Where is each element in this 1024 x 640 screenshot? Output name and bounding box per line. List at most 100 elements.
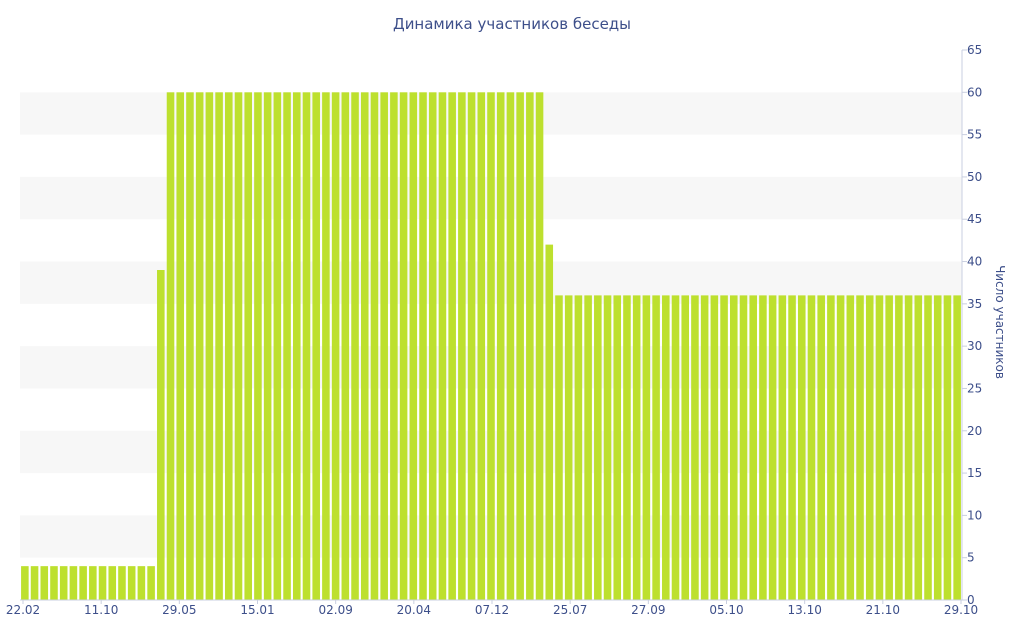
bar-17[interactable] (186, 92, 194, 600)
bar-87[interactable] (865, 295, 874, 600)
bar-95[interactable] (943, 295, 952, 600)
bar-36[interactable] (370, 92, 379, 600)
bar-42[interactable] (428, 92, 437, 600)
bar-15[interactable] (166, 92, 175, 600)
bar-94[interactable] (933, 295, 942, 600)
bar-29[interactable] (302, 92, 311, 600)
bar-4[interactable] (59, 566, 68, 600)
bar-96[interactable] (953, 295, 961, 600)
bar-89[interactable] (885, 295, 893, 600)
bar-45[interactable] (458, 92, 466, 600)
bar-54[interactable] (545, 244, 554, 600)
bar-38[interactable] (390, 92, 398, 600)
bar-40[interactable] (409, 92, 418, 600)
bar-13[interactable] (147, 566, 155, 600)
bar-6[interactable] (79, 566, 87, 600)
bar-90[interactable] (895, 295, 903, 600)
bar-86[interactable] (856, 295, 864, 600)
bar-52[interactable] (526, 92, 534, 600)
bar-30[interactable] (312, 92, 320, 600)
bar-3[interactable] (50, 566, 58, 600)
bar-53[interactable] (535, 92, 544, 600)
bar-14[interactable] (157, 270, 165, 600)
bar-66[interactable] (662, 295, 670, 600)
bar-19[interactable] (205, 92, 214, 600)
bar-5[interactable] (69, 566, 78, 600)
bar-32[interactable] (331, 92, 340, 600)
bar-76[interactable] (759, 295, 767, 600)
bar-27[interactable] (283, 92, 291, 600)
bar-81[interactable] (807, 295, 816, 600)
bar-31[interactable] (322, 92, 330, 600)
bar-23[interactable] (244, 92, 252, 600)
bar-59[interactable] (594, 295, 602, 600)
bar-70[interactable] (700, 295, 709, 600)
bar-72[interactable] (720, 295, 728, 600)
bar-35[interactable] (360, 92, 369, 600)
bar-69[interactable] (691, 295, 699, 600)
bar-10[interactable] (118, 566, 126, 600)
bar-7[interactable] (89, 566, 97, 600)
bar-28[interactable] (292, 92, 301, 600)
bar-82[interactable] (817, 295, 825, 600)
bar-84[interactable] (836, 295, 845, 600)
bar-61[interactable] (613, 295, 622, 600)
bar-43[interactable] (438, 92, 447, 600)
bar-24[interactable] (254, 92, 262, 600)
bar-44[interactable] (448, 92, 456, 600)
bar-41[interactable] (419, 92, 427, 600)
bar-18[interactable] (195, 92, 204, 600)
bar-92[interactable] (914, 295, 923, 600)
bar-9[interactable] (108, 566, 117, 600)
bar-71[interactable] (710, 295, 719, 600)
bar-21[interactable] (225, 92, 233, 600)
bar-49[interactable] (496, 92, 505, 600)
bar-33[interactable] (341, 92, 350, 600)
bar-50[interactable] (506, 92, 515, 600)
bar-79[interactable] (788, 295, 796, 600)
bar-57[interactable] (574, 295, 583, 600)
bar-16[interactable] (176, 92, 185, 600)
bar-46[interactable] (467, 92, 476, 600)
bar-78[interactable] (778, 295, 787, 600)
bar-58[interactable] (584, 295, 592, 600)
bar-80[interactable] (797, 295, 806, 600)
bar-62[interactable] (623, 295, 631, 600)
bar-47[interactable] (477, 92, 486, 600)
bar-11[interactable] (127, 566, 136, 600)
bar-22[interactable] (234, 92, 243, 600)
bar-83[interactable] (827, 295, 835, 600)
bar-20[interactable] (215, 92, 223, 600)
bar-88[interactable] (875, 295, 884, 600)
bar-2[interactable] (40, 566, 49, 600)
bar-55[interactable] (555, 295, 563, 600)
bar-0[interactable] (21, 566, 29, 600)
bar-77[interactable] (768, 295, 777, 600)
bar-67[interactable] (671, 295, 680, 600)
bar-75[interactable] (749, 295, 757, 600)
bar-63[interactable] (632, 295, 641, 600)
bar-65[interactable] (652, 295, 660, 600)
bar-8[interactable] (98, 566, 107, 600)
bar-39[interactable] (399, 92, 408, 600)
bar-64[interactable] (642, 295, 651, 600)
bar-12[interactable] (137, 566, 146, 600)
bar-1[interactable] (30, 566, 39, 600)
bar-74[interactable] (739, 295, 748, 600)
bar-48[interactable] (487, 92, 495, 600)
bar-26[interactable] (273, 92, 282, 600)
bar-37[interactable] (380, 92, 388, 600)
y-tick-label-8: 40 (967, 255, 982, 269)
bar-25[interactable] (263, 92, 272, 600)
bar-85[interactable] (846, 295, 855, 600)
bar-73[interactable] (730, 295, 738, 600)
bar-60[interactable] (603, 295, 612, 600)
bar-34[interactable] (351, 92, 359, 600)
bar-91[interactable] (904, 295, 913, 600)
bar-51[interactable] (516, 92, 524, 600)
bar-93[interactable] (924, 295, 932, 600)
bar-68[interactable] (681, 295, 690, 600)
bar-56[interactable] (564, 295, 573, 600)
y-tick-label-2: 10 (967, 508, 982, 522)
